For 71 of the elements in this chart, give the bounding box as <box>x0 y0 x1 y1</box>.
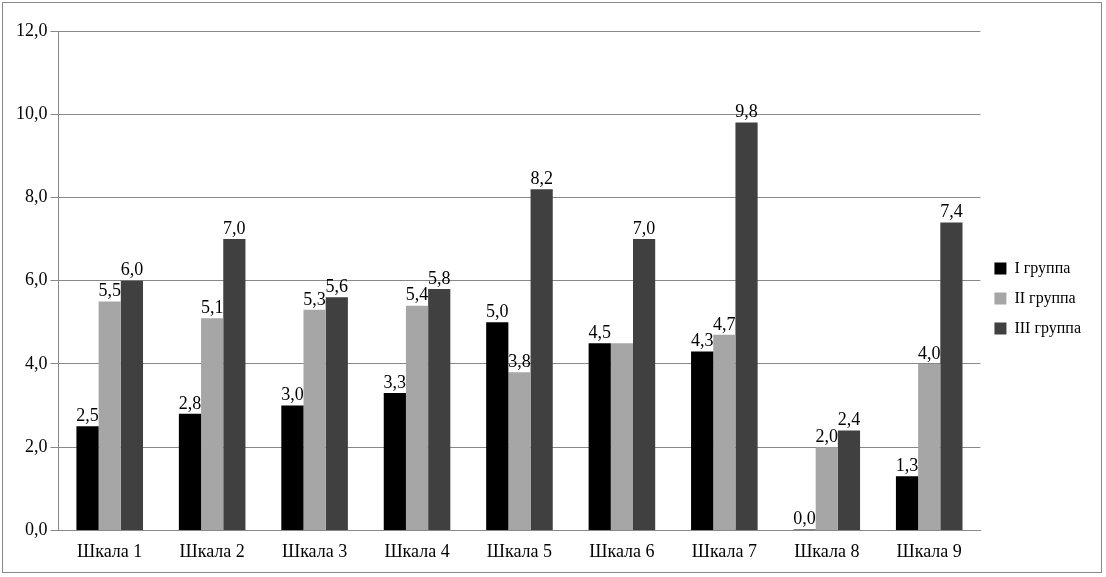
legend-label: III группа <box>1014 318 1081 337</box>
bar <box>735 122 758 530</box>
data-label: 1,3 <box>895 455 919 476</box>
y-tick-label: 8,0 <box>25 186 48 207</box>
y-tick-label: 4,0 <box>25 352 48 373</box>
bar <box>120 280 144 530</box>
data-label: 3,8 <box>508 350 531 371</box>
y-tick-label: 10,0 <box>16 102 48 123</box>
data-label: 2,4 <box>837 409 861 430</box>
bar <box>508 372 531 530</box>
bar <box>895 476 919 530</box>
bar <box>98 301 121 530</box>
data-label: 4,0 <box>917 342 941 363</box>
data-label: 8,2 <box>530 167 553 188</box>
data-label: 2,8 <box>178 392 202 413</box>
data-label: 3,3 <box>383 371 407 392</box>
x-tick-label: Шкала 5 <box>486 540 553 561</box>
bar <box>815 447 838 530</box>
data-label: 5,0 <box>486 301 509 322</box>
bar <box>281 405 304 530</box>
bar <box>428 289 451 530</box>
data-label: 6,0 <box>120 259 144 280</box>
data-label: 3,0 <box>281 384 304 405</box>
y-tick-label: 12,0 <box>16 19 48 40</box>
data-label: 7,0 <box>632 217 656 238</box>
bar <box>837 430 861 530</box>
x-tick-label: Шкала 4 <box>384 540 450 561</box>
bar <box>633 239 656 530</box>
bar <box>691 351 714 530</box>
x-tick-label: Шкала 3 <box>281 540 348 561</box>
x-tick-label: Шкала 8 <box>794 540 860 561</box>
data-label: 4,3 <box>690 330 714 351</box>
x-tick-label: Шкала 6 <box>589 540 655 561</box>
bar <box>918 363 941 530</box>
bar <box>325 297 348 530</box>
bar <box>486 322 509 530</box>
data-label: 5,5 <box>98 280 121 301</box>
bar <box>588 343 611 530</box>
x-tick-label: Шкала 9 <box>896 540 962 561</box>
bar <box>940 222 963 530</box>
data-label: 9,8 <box>735 101 758 122</box>
bar <box>178 413 202 530</box>
y-tick-label: 6,0 <box>25 269 48 290</box>
data-label: 2,0 <box>815 425 839 446</box>
legend-label: I группа <box>1014 258 1071 277</box>
bar <box>713 334 736 530</box>
data-label: 7,4 <box>940 201 963 222</box>
data-label: 4,5 <box>588 321 611 342</box>
bar <box>303 309 326 530</box>
data-label: 2,5 <box>76 405 99 426</box>
data-label: 4,7 <box>713 313 736 334</box>
legend-label: II группа <box>1014 288 1076 307</box>
x-tick-label: Шкала 7 <box>691 540 757 561</box>
bar <box>223 239 246 530</box>
data-label: 5,3 <box>303 288 326 309</box>
bar <box>405 305 429 530</box>
data-label: 5,6 <box>325 276 349 297</box>
data-label: 5,1 <box>200 296 224 317</box>
data-label: 0,0 <box>793 508 816 529</box>
bar <box>383 393 406 530</box>
bar <box>610 343 633 530</box>
data-label: 5,4 <box>405 284 429 305</box>
data-label: 5,8 <box>427 267 451 288</box>
bar <box>201 318 224 530</box>
data-label: 7,0 <box>223 217 246 238</box>
y-tick-label: 0,0 <box>25 519 48 540</box>
bar <box>76 426 99 530</box>
y-tick-label: 2,0 <box>25 435 48 456</box>
x-tick-label: Шкала 1 <box>77 540 143 561</box>
bar <box>530 189 553 530</box>
x-tick-label: Шкала 2 <box>179 540 245 561</box>
